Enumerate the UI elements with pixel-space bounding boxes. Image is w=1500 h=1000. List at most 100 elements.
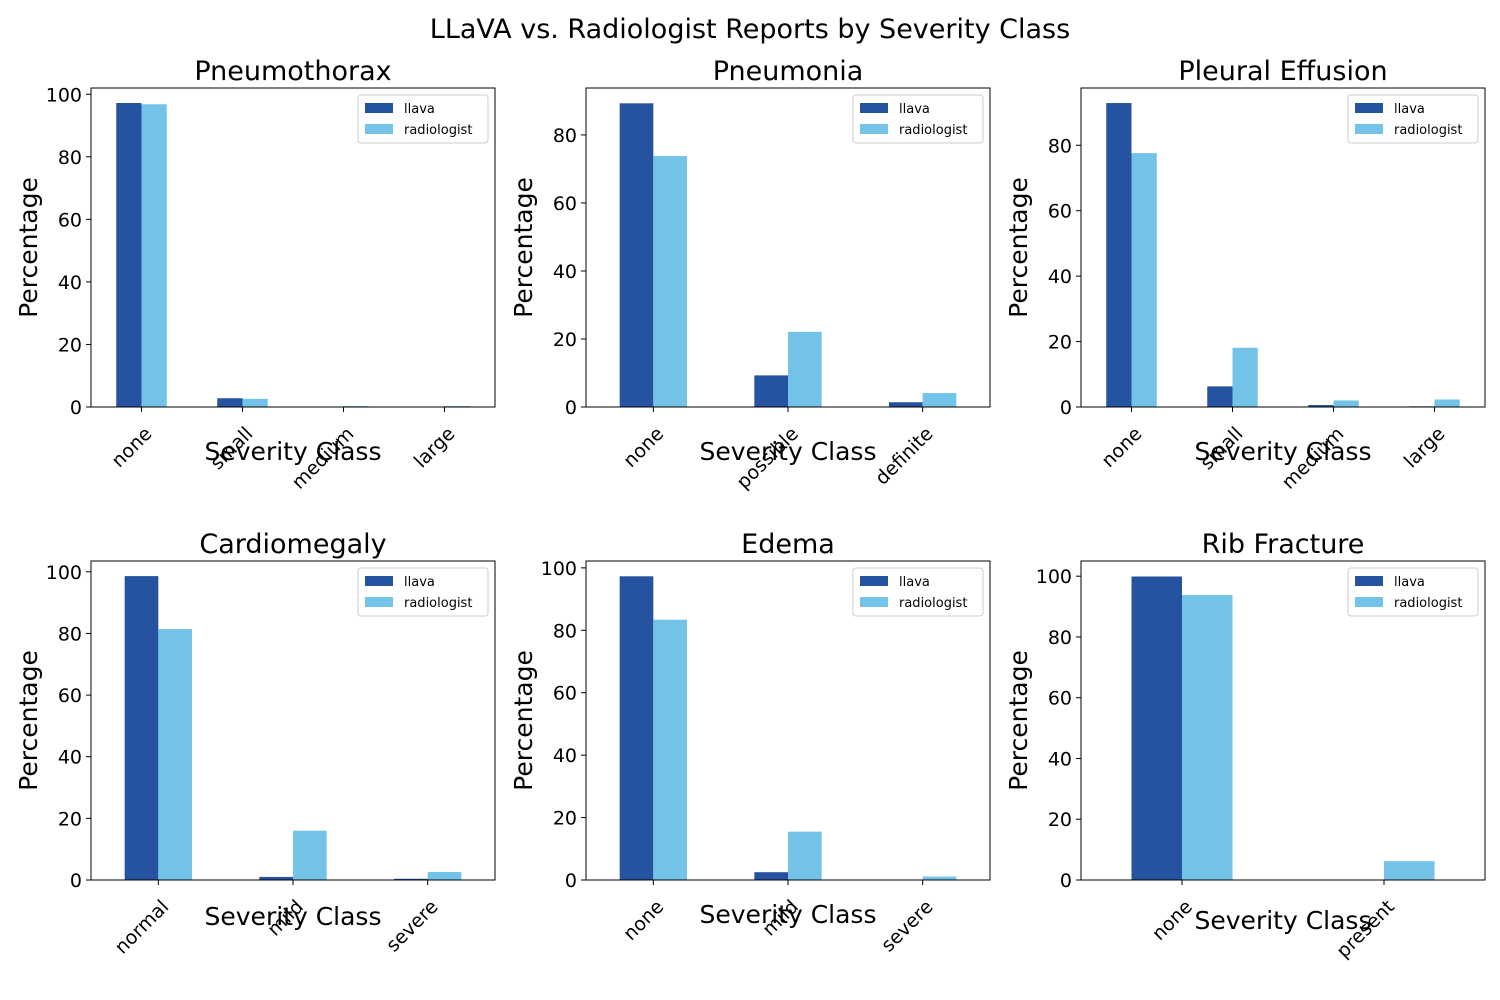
pneumonia-ylabel: Percentage [509, 177, 538, 318]
rib-fracture-bar-radiologist-present [1384, 861, 1435, 880]
pneumothorax-ytick-label: 60 [58, 209, 82, 231]
pneumothorax-ytick-label: 40 [58, 272, 82, 294]
pleural-effusion-bar-llava-small [1207, 386, 1233, 407]
pleural-effusion-legend-label-llava: llava [1394, 102, 1425, 117]
pneumothorax-bar-radiologist-none [141, 104, 167, 407]
pneumonia-xtick-label-none: none [619, 423, 668, 472]
pneumothorax-ytick-label: 0 [70, 397, 82, 419]
pneumonia-bar-radiologist-possible [788, 331, 822, 407]
pneumonia-ytick-label: 60 [553, 193, 577, 215]
edema-ytick-label: 100 [541, 558, 577, 580]
pneumothorax-ylabel: Percentage [14, 177, 43, 318]
rib-fracture-bar-llava-none [1131, 576, 1182, 880]
pneumonia-bar-radiologist-none [653, 156, 687, 407]
cardiomegaly-xtick-label-normal: normal [111, 896, 174, 959]
pleural-effusion-bar-radiologist-small [1232, 347, 1258, 407]
pneumonia-legend-swatch-llava [860, 103, 888, 113]
edema-bar-llava-mild [754, 872, 788, 880]
pneumothorax-xtick-label-large: large [410, 423, 460, 473]
pleural-effusion-xtick-label-none: none [1097, 423, 1146, 472]
cardiomegaly-xtick-label-severe: severe [382, 896, 443, 957]
pneumothorax-legend-label-llava: llava [404, 102, 435, 117]
cardiomegaly-ytick-label: 60 [58, 685, 82, 707]
edema-bar-radiologist-severe [922, 876, 957, 880]
pneumothorax-bar-llava-none [116, 103, 142, 407]
rib-fracture-ytick-label: 20 [1048, 809, 1072, 831]
rib-fracture-legend-label-radiologist: radiologist [1394, 596, 1462, 611]
pneumothorax-title: Pneumothorax [194, 56, 391, 87]
pneumonia-ytick-label: 80 [553, 125, 577, 147]
pneumonia-title: Pneumonia [713, 56, 864, 87]
pneumothorax-xtick-label-none: none [107, 423, 156, 472]
edema-legend-swatch-radiologist [860, 597, 888, 607]
cardiomegaly-title: Cardiomegaly [199, 529, 386, 560]
edema-bar-llava-none [619, 576, 654, 880]
rib-fracture-ytick-label: 0 [1060, 870, 1072, 892]
pleural-effusion-ytick-label: 20 [1048, 332, 1072, 354]
rib-fracture-legend-label-llava: llava [1394, 575, 1425, 590]
edema-xtick-label-severe: severe [877, 896, 938, 957]
rib-fracture-title: Rib Fracture [1202, 529, 1365, 560]
edema-title: Edema [741, 529, 835, 560]
pneumothorax-axes-frame [90, 87, 496, 408]
edema-ytick-label: 20 [553, 808, 577, 830]
cardiomegaly-bar-radiologist-mild [293, 830, 327, 880]
rib-fracture-ytick-label: 100 [1036, 566, 1072, 588]
cardiomegaly-xlabel: Severity Class [205, 902, 382, 931]
edema-bar-radiologist-mild [788, 831, 822, 880]
rib-fracture-ytick-label: 80 [1048, 627, 1072, 649]
pneumothorax-bar-radiologist-small [242, 398, 268, 407]
edema-legend-label-radiologist: radiologist [899, 596, 967, 611]
pleural-effusion-bar-llava-medium [1308, 405, 1334, 407]
pleural-effusion-xtick-label-large: large [1400, 423, 1450, 473]
pleural-effusion-ytick-label: 0 [1060, 397, 1072, 419]
pleural-effusion-ylabel: Percentage [1004, 177, 1033, 318]
pneumonia-xtick-label-definite: definite [871, 423, 938, 490]
pneumonia-xlabel: Severity Class [700, 437, 877, 466]
pneumothorax-ytick-label: 80 [58, 147, 82, 169]
edema-legend-swatch-llava [860, 576, 888, 586]
cardiomegaly-bar-llava-severe [394, 878, 428, 880]
edema-xlabel: Severity Class [700, 900, 877, 929]
cardiomegaly-bar-llava-mild [259, 876, 293, 880]
pneumonia-legend-swatch-radiologist [860, 124, 888, 134]
cardiomegaly-legend-swatch-llava [365, 576, 393, 586]
cardiomegaly-legend-label-llava: llava [404, 575, 435, 590]
pneumonia-bar-radiologist-definite [922, 393, 957, 407]
pneumonia-ytick-label: 40 [553, 261, 577, 283]
edema-ytick-label: 60 [553, 683, 577, 705]
rib-fracture-axes-frame [1080, 560, 1486, 881]
pleural-effusion-bar-radiologist-medium [1333, 400, 1359, 407]
pneumothorax-ytick-label: 20 [58, 334, 82, 356]
edema-xtick-label-none: none [619, 896, 668, 945]
pneumonia-legend-label-radiologist: radiologist [899, 123, 967, 138]
edema-ylabel: Percentage [509, 650, 538, 791]
edema-legend-label-llava: llava [899, 575, 930, 590]
cardiomegaly-bar-llava-normal [124, 576, 159, 880]
pneumonia-bar-llava-definite [889, 402, 923, 407]
rib-fracture-ylabel: Percentage [1004, 650, 1033, 791]
pneumothorax-bar-llava-small [217, 398, 243, 407]
cardiomegaly-bar-radiologist-severe [427, 871, 462, 880]
cardiomegaly-ytick-label: 0 [70, 870, 82, 892]
rib-fracture-ytick-label: 40 [1048, 748, 1072, 770]
figure-title: LLaVA vs. Radiologist Reports by Severit… [429, 14, 1071, 45]
cardiomegaly-ytick-label: 100 [46, 562, 82, 584]
pleural-effusion-legend-swatch-llava [1355, 103, 1383, 113]
pneumonia-legend-label-llava: llava [899, 102, 930, 117]
pleural-effusion-ytick-label: 60 [1048, 201, 1072, 223]
pleural-effusion-xlabel: Severity Class [1195, 437, 1372, 466]
pleural-effusion-ytick-label: 80 [1048, 135, 1072, 157]
edema-bar-radiologist-none [653, 619, 687, 880]
edema-ytick-label: 80 [553, 620, 577, 642]
pleural-effusion-bar-radiologist-large [1434, 399, 1460, 407]
rib-fracture-xlabel: Severity Class [1195, 906, 1372, 935]
pleural-effusion-title: Pleural Effusion [1178, 56, 1387, 87]
cardiomegaly-ylabel: Percentage [14, 650, 43, 791]
pleural-effusion-legend-swatch-radiologist [1355, 124, 1383, 134]
